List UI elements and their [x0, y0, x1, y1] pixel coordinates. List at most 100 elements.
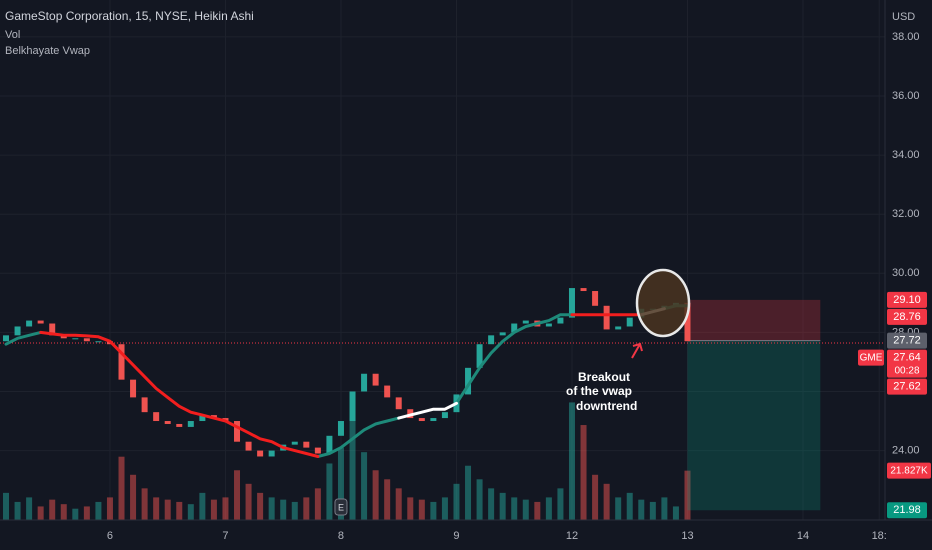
candle — [26, 320, 33, 327]
annotation: downtrend — [576, 399, 637, 413]
volume-bar — [141, 488, 148, 520]
candle — [141, 397, 148, 413]
price-label-box — [887, 291, 927, 308]
price-label-box — [887, 308, 927, 325]
volume-bar — [118, 456, 125, 520]
volume-bar — [153, 497, 160, 520]
volume-bar — [534, 501, 541, 520]
volume-bar — [511, 497, 518, 520]
volume-bar — [384, 479, 391, 520]
candle — [153, 412, 160, 422]
volume-bar — [430, 501, 437, 520]
volume-bar — [418, 499, 425, 520]
x-tick-label: 9 — [453, 530, 459, 542]
volume-pane — [3, 402, 691, 520]
candle — [72, 338, 79, 340]
candle — [395, 397, 402, 410]
currency: USD — [892, 11, 915, 23]
candle — [349, 391, 356, 422]
candle — [522, 320, 529, 324]
volume-bar — [649, 501, 656, 520]
candle — [626, 317, 633, 327]
candle — [430, 418, 437, 422]
candle — [257, 450, 264, 457]
candle — [176, 423, 183, 427]
volume-bar — [603, 483, 610, 520]
indicator-label: Vol — [5, 29, 20, 41]
volume-bar — [361, 452, 368, 520]
candle — [37, 320, 44, 324]
volume-bar — [545, 497, 552, 520]
candle — [684, 302, 691, 342]
x-tick-label: 18: — [872, 530, 887, 542]
x-tick-label: 14 — [797, 530, 809, 542]
candle — [372, 373, 379, 386]
volume-bar — [314, 488, 321, 520]
candle — [3, 335, 10, 342]
candle — [187, 421, 194, 427]
volume-bar — [337, 447, 344, 520]
position-tool — [0, 299, 885, 511]
symbol-tag — [858, 349, 884, 366]
candle — [488, 335, 495, 345]
candle — [60, 335, 67, 339]
y-tick-label: 32.00 — [892, 208, 920, 220]
volume-bar — [234, 470, 241, 520]
volume-bar — [372, 470, 379, 520]
candle — [118, 344, 125, 380]
volume-bar — [26, 497, 33, 520]
candle — [499, 332, 506, 336]
volume-bar — [199, 492, 206, 520]
price-label-box — [887, 349, 927, 378]
x-tick-label: 13 — [681, 530, 693, 542]
volume-bar — [522, 499, 529, 520]
y-tick-label: 36.00 — [892, 90, 920, 102]
volume-bar — [37, 506, 44, 520]
price-label: 27.72 — [893, 335, 921, 347]
x-tick-label: 12 — [566, 530, 578, 542]
candle — [465, 367, 472, 395]
x-tick-label: 6 — [107, 530, 113, 542]
candle — [234, 421, 241, 442]
price-axis — [885, 0, 932, 550]
volume-bar — [268, 497, 275, 520]
price-label: 21.98 — [893, 504, 921, 516]
volume-bar — [453, 483, 460, 520]
volume-bar — [615, 497, 622, 520]
candle — [49, 323, 56, 336]
earnings-label: E — [338, 502, 344, 512]
candle — [557, 317, 564, 324]
volume-bar — [557, 488, 564, 520]
volume-bar — [130, 474, 137, 520]
chart-title: GameStop Corporation, 15, NYSE, Heikin A… — [5, 9, 254, 23]
volume-bar — [499, 492, 506, 520]
price-label-box — [887, 502, 927, 519]
volume-bar — [638, 499, 645, 520]
price-label: 27.62 — [893, 381, 921, 393]
volume-bar — [164, 499, 171, 520]
candle — [83, 338, 90, 342]
arrow — [631, 342, 643, 359]
price-label: 28.76 — [893, 311, 921, 323]
volume-bar — [476, 479, 483, 520]
candle — [441, 412, 448, 419]
candle — [314, 447, 321, 454]
candle — [361, 373, 368, 392]
y-tick-label: 24.00 — [892, 444, 920, 456]
candle — [14, 326, 21, 336]
price-label-box — [887, 332, 927, 349]
stop-zone — [687, 299, 821, 341]
candle — [337, 421, 344, 436]
vwap-line — [39, 313, 643, 458]
y-tick-label: 34.00 — [892, 149, 920, 161]
volume-bar — [60, 504, 67, 520]
candle — [592, 291, 599, 306]
countdown: 00:28 — [894, 365, 919, 376]
volume-bar — [187, 504, 194, 520]
earnings-badge — [334, 498, 348, 516]
x-tick-label: 7 — [222, 530, 228, 542]
volume-bar — [280, 499, 287, 520]
target-zone — [687, 340, 821, 511]
volume-bar — [83, 506, 90, 520]
